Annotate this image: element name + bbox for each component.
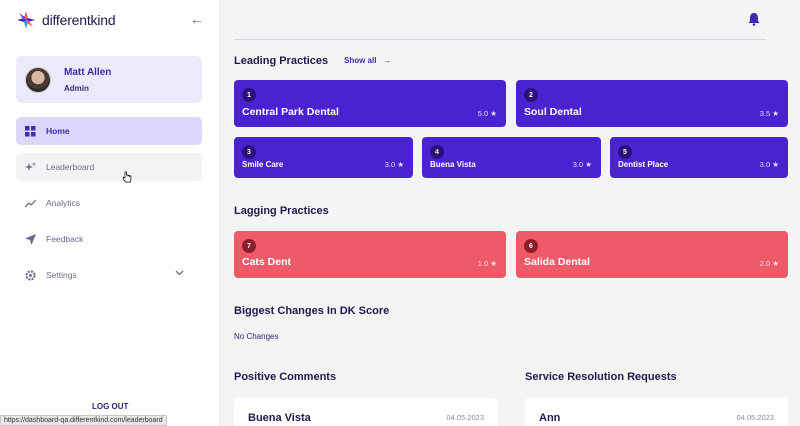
sidebar-item-label: Home [46,126,70,136]
rank-badge: 5 [618,145,632,159]
sidebar-item-settings[interactable]: Settings [16,261,202,289]
send-icon [25,233,36,245]
positive-comment-card[interactable]: Buena Vista 04.05.2023 [234,398,498,426]
practice-name: Dentist Place [618,160,669,169]
leading-practice-card[interactable]: 5 Dentist Place 3.0 ★ [610,137,788,178]
brand-logo[interactable]: differentkind [16,10,116,30]
grid-icon [25,125,36,137]
trend-icon [25,198,36,209]
practice-score: 1.0 ★ [477,259,497,268]
practice-score: 3.0 ★ [572,160,592,169]
gear-icon [25,269,36,281]
profile-card[interactable]: Matt Allen Admin [16,56,202,103]
sidebar-item-label: Analytics [46,198,81,208]
main-content: Leading Practices Show all → 1 Central P… [221,0,800,426]
comment-practice-name: Buena Vista [248,412,311,424]
sidebar-item-feedback[interactable]: Feedback [16,225,202,253]
sidebar-item-leaderboard[interactable]: Leaderboard [16,153,202,181]
practice-name: Soul Dental [524,106,582,118]
avatar [25,66,51,93]
no-changes-text: No Changes [234,332,279,341]
logo-mark-icon [17,11,35,29]
practice-score: 2.0 ★ [759,259,779,268]
lagging-practice-card[interactable]: 7 Cats Dent 1.0 ★ [234,231,506,278]
rank-badge: 6 [524,239,538,253]
practice-score: 3.0 ★ [759,160,779,169]
rank-badge: 7 [242,239,256,253]
sidebar-item-label: Leaderboard [46,162,95,172]
practice-score: 3.5 ★ [759,109,779,118]
practice-name: Salida Dental [524,256,590,268]
hand-cursor-icon [122,171,132,183]
leading-practice-card[interactable]: 1 Central Park Dental 5.0 ★ [234,80,506,127]
leading-practice-card[interactable]: 3 Smile Care 3.0 ★ [234,137,413,178]
leading-practice-card[interactable]: 2 Soul Dental 3.5 ★ [516,80,788,127]
bell-icon[interactable] [748,12,760,26]
lagging-practice-card[interactable]: 6 Salida Dental 2.0 ★ [516,231,788,278]
sidebar-item-label: Feedback [46,234,84,244]
arrow-right-icon: → [378,56,392,65]
request-name: Ann [539,412,561,424]
sidebar-item-analytics[interactable]: Analytics [16,189,202,217]
positive-comments-title: Positive Comments [234,371,337,383]
practice-score: 3.0 ★ [384,160,404,169]
rank-badge: 1 [242,88,256,102]
practice-name: Central Park Dental [242,106,339,118]
service-request-card[interactable]: Ann 04.05.2023 [525,398,788,426]
practice-name: Smile Care [242,160,284,169]
rank-badge: 4 [430,145,444,159]
logout-button[interactable]: LOG OUT [92,402,129,411]
show-all-label: Show all [344,56,377,65]
leading-practices-title: Leading Practices [234,55,329,67]
chevron-down-icon[interactable] [175,270,184,276]
biggest-changes-title: Biggest Changes In DK Score [234,305,390,317]
collapse-sidebar-icon[interactable]: ← [190,11,204,27]
request-date: 04.05.2023 [736,413,774,422]
lagging-practices-title: Lagging Practices [234,205,329,217]
sidebar-item-home[interactable]: Home [16,117,202,145]
practice-name: Buena Vista [430,160,476,169]
show-all-link[interactable]: Show all → [344,56,391,65]
status-bar-url: https://dashboard-qa.differentkind.com/l… [0,415,167,426]
comment-date: 04.05.2023 [446,413,484,422]
rank-badge: 3 [242,145,256,159]
brand-name: differentkind [42,12,116,28]
header-divider [234,39,766,40]
sidebar-item-label: Settings [46,270,77,280]
sparkle-icon [25,161,36,173]
rank-badge: 2 [524,88,538,102]
profile-role: Admin [64,83,89,93]
sidebar: differentkind ← Matt Allen Admin Home Le… [0,0,220,426]
practice-score: 5.0 ★ [477,109,497,118]
leading-practice-card[interactable]: 4 Buena Vista 3.0 ★ [422,137,601,178]
sidebar-nav: Home Leaderboard Analytics Feedback Sett… [16,117,202,297]
practice-name: Cats Dent [242,256,292,268]
profile-name: Matt Allen [64,66,112,78]
service-requests-title: Service Resolution Requests [525,371,677,383]
